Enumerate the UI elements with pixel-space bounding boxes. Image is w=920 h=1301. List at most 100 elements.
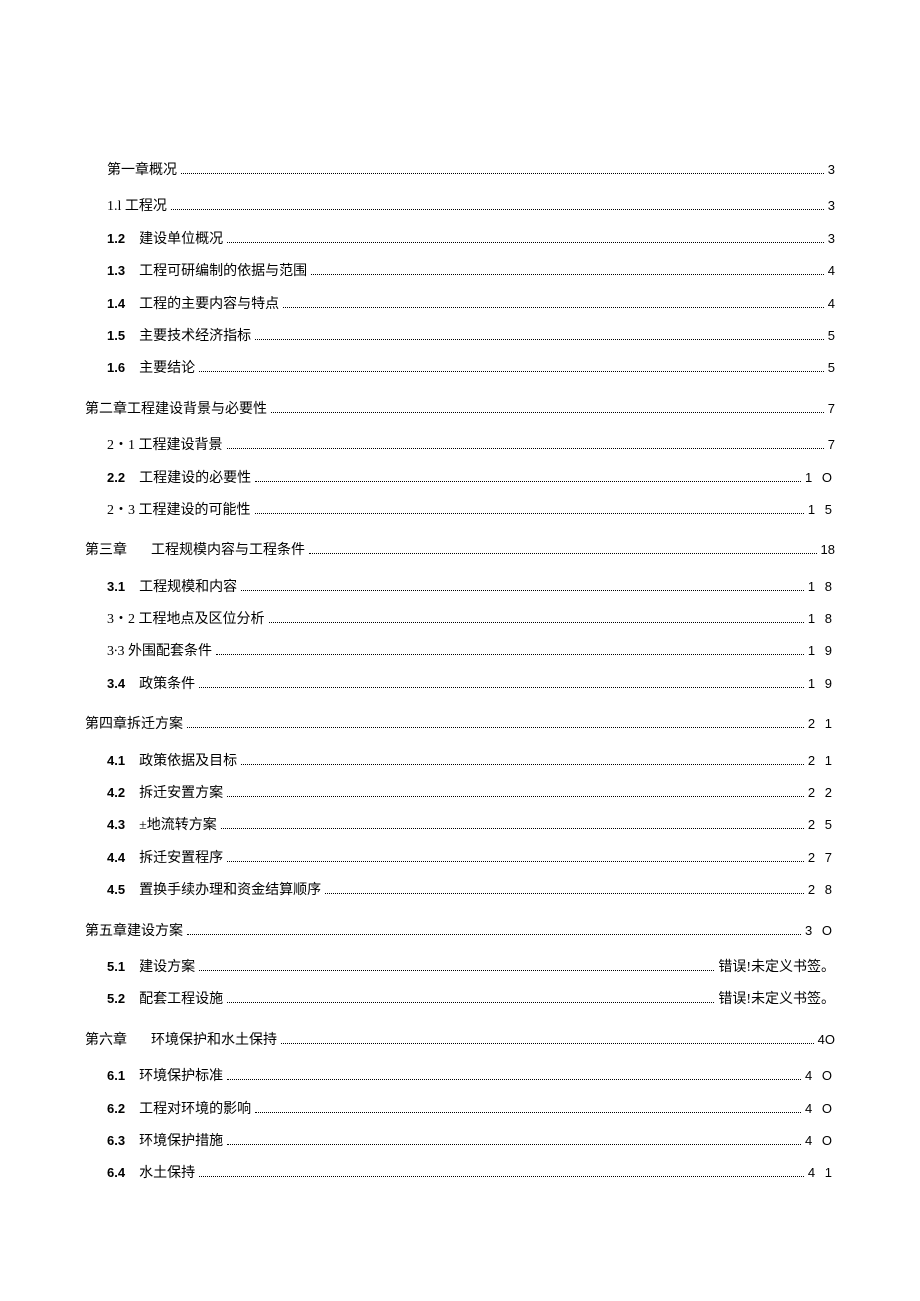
toc-entry-title: 配套工程设施 — [139, 989, 223, 1011]
toc-entry: 1.2建设单位概况3 — [85, 229, 835, 251]
toc-entry: 4.4 拆迁安置程序 2 7 — [85, 848, 835, 870]
toc-entry-title: 环境保护标准 — [139, 1066, 223, 1088]
toc-entry-number: 1.5 — [107, 326, 125, 347]
toc-entry: 6.2 工程对环境的影响 4 O — [85, 1099, 835, 1121]
toc-entry-page: 5 — [828, 358, 835, 379]
toc-entry-title: 第二章工程建设背景与必要性 — [85, 399, 267, 421]
toc-leader-dots — [241, 590, 804, 591]
toc-entry: 4.5置换手续办理和资金结算顺序2 8 — [85, 880, 835, 902]
toc-entry: 1.l 工程况 3 — [85, 196, 835, 218]
toc-entry-number: 4.2 — [107, 783, 125, 804]
toc-entry-page: 3 — [828, 160, 835, 181]
toc-entry-page: 18 — [821, 540, 835, 561]
toc-entry-page: 2 2 — [808, 783, 835, 804]
toc-entry-number: 6.3 — [107, 1131, 125, 1152]
toc-entry: 第一章概况3 — [85, 160, 835, 182]
toc-entry: 5.2配套工程设施错误!未定义书签。 — [85, 989, 835, 1011]
toc-entry-title: 建设方案 — [139, 957, 195, 979]
toc-entry: 3∙3 外围配套条件1 9 — [85, 641, 835, 663]
toc-entry-title: 拆迁安置程序 — [139, 848, 223, 870]
toc-entry: 4.2拆迁安置方案2 2 — [85, 783, 835, 805]
toc-entry-page: 1 9 — [808, 641, 835, 662]
toc-entry-title: 工程规模内容与工程条件 — [151, 540, 305, 562]
toc-entry-number: 3.1 — [107, 577, 125, 598]
toc-entry: 3.4政策条件1 9 — [85, 674, 835, 696]
toc-entry-page: 错误!未定义书签。 — [718, 989, 835, 1011]
toc-entry-title: 水土保持 — [139, 1163, 195, 1185]
toc-leader-dots — [281, 1043, 814, 1044]
toc-entry: 1.5主要技术经济指标5 — [85, 326, 835, 348]
toc-chapter-label: 第三章 — [85, 540, 127, 562]
toc-entry-page: 5 — [828, 326, 835, 347]
toc-entry: 第五章建设方案 3 O — [85, 921, 835, 943]
toc-leader-dots — [271, 412, 824, 413]
toc-entry-page: 4 O — [805, 1099, 835, 1120]
toc-entry-page: 3 — [828, 229, 835, 250]
toc-entry: 4.1政策依据及目标2 1 — [85, 751, 835, 773]
toc-entry-title: 1.l 工程况 — [107, 196, 167, 218]
toc-leader-dots — [221, 828, 804, 829]
toc-entry-number: 1.6 — [107, 358, 125, 379]
toc-entry-title: 工程可研编制的依据与范围 — [139, 261, 307, 283]
toc-entry: 6.1环境保护标准4 O — [85, 1066, 835, 1088]
toc-entry: 第三章 工程规模内容与工程条件 18 — [85, 540, 835, 562]
toc-entry-title: 2・3 工程建设的可能性 — [107, 500, 251, 522]
toc-entry-number: 1.2 — [107, 229, 125, 250]
toc-entry: 2.2工程建设的必要性1 O — [85, 468, 835, 490]
toc-entry-title: 工程规模和内容 — [139, 577, 237, 599]
toc-entry-page: 1 8 — [808, 609, 835, 630]
toc-leader-dots — [311, 274, 824, 275]
toc-leader-dots — [255, 513, 804, 514]
toc-entry-title: 工程建设的必要性 — [139, 468, 251, 490]
toc-entry: 5.1建设方案错误!未定义书签。 — [85, 957, 835, 979]
toc-leader-dots — [199, 1176, 804, 1177]
toc-entry: 1.4工程的主要内容与特点4 — [85, 294, 835, 316]
toc-entry-title: 环境保护措施 — [139, 1131, 223, 1153]
toc-entry-page: 7 — [828, 399, 835, 420]
toc-leader-dots — [227, 796, 804, 797]
toc-entry-page: 1 8 — [808, 577, 835, 598]
toc-leader-dots — [187, 727, 804, 728]
toc-entry-title: 工程的主要内容与特点 — [139, 294, 279, 316]
toc-entry-title: 2・1 工程建设背景 — [107, 435, 223, 457]
toc-entry: 第二章工程建设背景与必要性 7 — [85, 399, 835, 421]
toc-entry-page: 3 — [828, 196, 835, 217]
toc-entry-number: 6.2 — [107, 1099, 125, 1120]
toc-leader-dots — [227, 861, 804, 862]
toc-entry-title: 第五章建设方案 — [85, 921, 183, 943]
toc-leader-dots — [255, 1112, 801, 1113]
toc-leader-dots — [309, 553, 817, 554]
toc-entry-page: 2 8 — [808, 880, 835, 901]
toc-leader-dots — [283, 307, 824, 308]
toc-leader-dots — [227, 448, 824, 449]
toc-entry-page: 4 1 — [808, 1163, 835, 1184]
toc-entry: 第四章拆迁方案2 1 — [85, 714, 835, 736]
toc-entry-number: 4.1 — [107, 751, 125, 772]
toc-leader-dots — [199, 970, 714, 971]
toc-entry: 3.1 工程规模和内容 1 8 — [85, 577, 835, 599]
toc-entry-page: 2 1 — [808, 714, 835, 735]
toc-leader-dots — [199, 371, 824, 372]
toc-entry-number: 4.4 — [107, 848, 125, 869]
toc-leader-dots — [227, 1144, 801, 1145]
toc-entry-page: 2 7 — [808, 848, 835, 869]
toc-entry-page: 1 9 — [808, 674, 835, 695]
toc-entry: 6.3环境保护措施4 O — [85, 1131, 835, 1153]
toc-entry-page: 4O — [818, 1030, 835, 1051]
toc-leader-dots — [216, 654, 804, 655]
toc-entry-title: 工程对环境的影响 — [139, 1099, 251, 1121]
toc-entry-number: 2.2 — [107, 468, 125, 489]
toc-leader-dots — [241, 764, 804, 765]
toc-entry: 3・2 工程地点及区位分析 1 8 — [85, 609, 835, 631]
toc-entry-page: 7 — [828, 435, 835, 456]
toc-entry: 1.3工程可研编制的依据与范围4 — [85, 261, 835, 283]
toc-entry-page: 3 O — [805, 921, 835, 942]
toc-entry-title: 3・2 工程地点及区位分析 — [107, 609, 265, 631]
toc-entry: 4.3±地流转方案2 5 — [85, 815, 835, 837]
toc-entry-number: 3.4 — [107, 674, 125, 695]
toc-leader-dots — [181, 173, 824, 174]
toc-leader-dots — [255, 339, 824, 340]
toc-entry-page: 1 5 — [808, 500, 835, 521]
toc-leader-dots — [325, 893, 804, 894]
toc-entry-page: 4 O — [805, 1066, 835, 1087]
